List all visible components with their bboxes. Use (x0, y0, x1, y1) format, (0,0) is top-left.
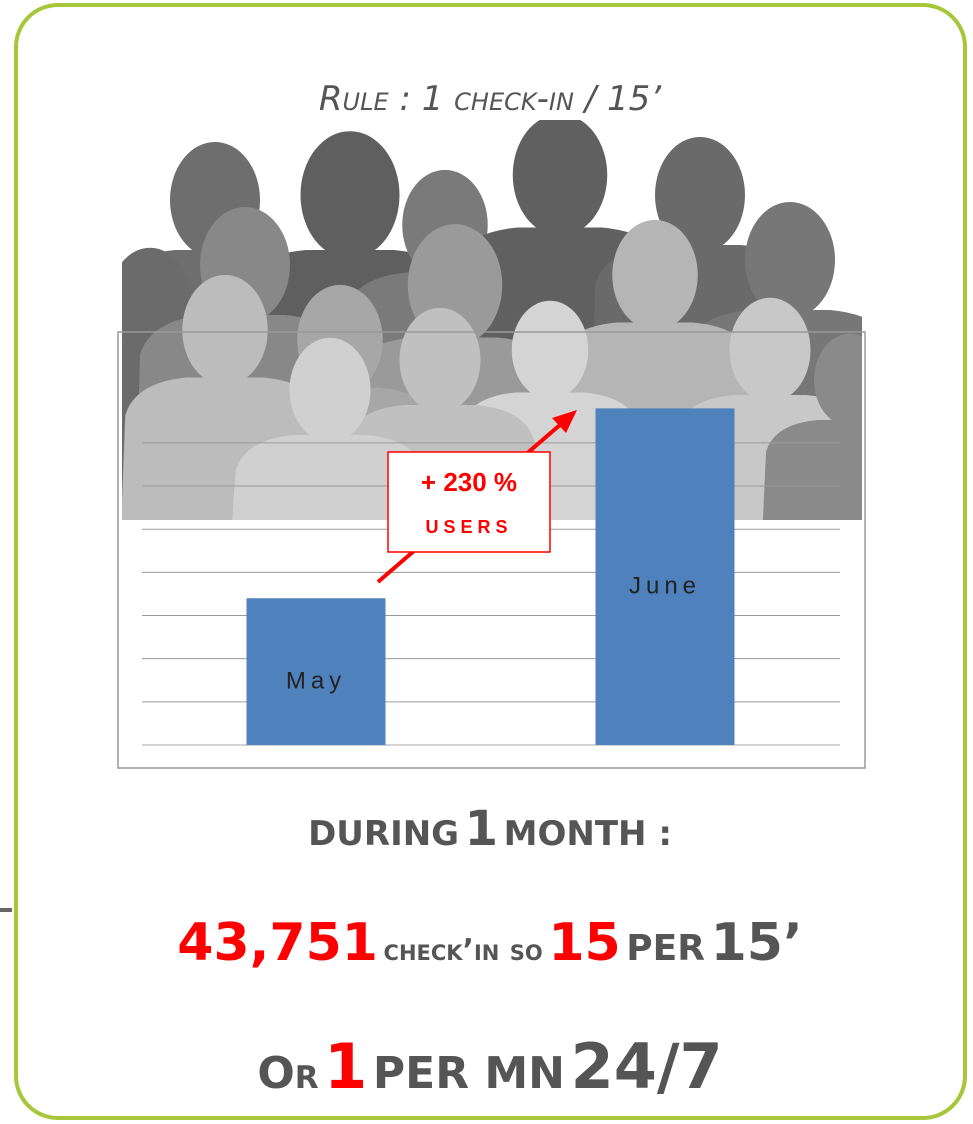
caption-line: DURING 1 MONTH : (308, 801, 672, 857)
category-label: June (629, 572, 701, 599)
caption-number: 1 (465, 801, 498, 857)
caption-line: Or 1 PER MN 24/7 (257, 1030, 722, 1103)
caption-number: 15 (548, 913, 620, 973)
caption-word: PER (626, 928, 705, 969)
caption-number: 43,751 (177, 913, 378, 973)
silhouette-head (512, 301, 589, 400)
caption-number: 1 (324, 1030, 367, 1103)
silhouette-head (400, 308, 481, 412)
caption-number: 24/7 (571, 1030, 723, 1103)
silhouette-body (762, 420, 938, 540)
silhouette-head (290, 338, 371, 442)
annotation-value: + 230 % (421, 467, 517, 497)
title: Rule : 1 check-in / 15’ (319, 79, 662, 119)
annotation-label: USERS (425, 517, 512, 537)
caption-word: Or (257, 1048, 318, 1099)
caption-word: PER MN (373, 1048, 565, 1099)
silhouette-head (730, 298, 811, 402)
silhouette-head (182, 275, 268, 385)
category-label: May (286, 667, 346, 694)
infographic: Rule : 1 check-in / 15’ May June + 230 % US… (0, 0, 973, 1124)
caption-word: DURING (308, 814, 459, 854)
caption-word: MONTH : (504, 814, 672, 854)
silhouette-head (612, 220, 698, 330)
silhouette-head (513, 114, 608, 236)
caption-number: 15’ (711, 913, 803, 973)
silhouette-head (301, 131, 400, 259)
caption-line: 43,751 check’in so 15 PER 15’ (177, 913, 802, 973)
caption-word: check’in so (384, 933, 543, 968)
silhouette-head (814, 334, 886, 427)
